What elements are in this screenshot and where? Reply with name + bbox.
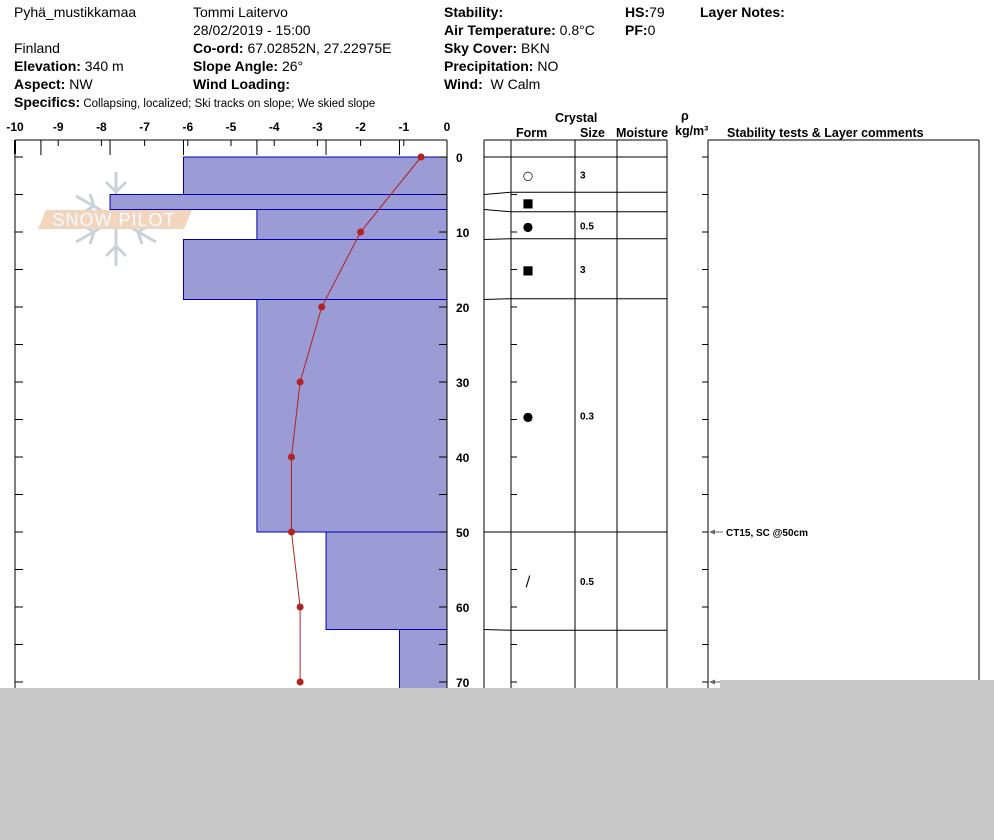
wind: Wind: W Calm <box>444 76 541 92</box>
layer-notes-label: Layer Notes: <box>700 4 785 20</box>
x-tick-label: -2 <box>355 120 366 134</box>
elevation: Elevation: 340 m <box>14 58 124 74</box>
y-tick-label: 60 <box>456 601 470 615</box>
crystal-size: 3 <box>580 265 586 276</box>
hardness-bar <box>182 156 448 195</box>
slope-angle: Slope Angle: 26° <box>193 58 304 74</box>
specifics: Specifics: Collapsing, localized; Ski tr… <box>14 94 376 110</box>
hardness-bar <box>256 209 448 240</box>
hardness-bar <box>256 299 448 533</box>
logo-text: SNOW PILOT <box>52 210 175 230</box>
header-comments: Stability tests & Layer comments <box>727 126 924 140</box>
crystal-form-filled-square-icon: ■ <box>522 263 533 277</box>
layer-connector-line <box>483 298 512 300</box>
x-tick-label: -5 <box>226 120 237 134</box>
crystal-size: 0.3 <box>580 411 594 422</box>
penetration-foot: PF:0 <box>625 22 656 38</box>
sky-cover: Sky Cover: BKN <box>444 40 550 56</box>
crystal-form-filled-circle-icon: ● <box>523 409 533 423</box>
header-crystal: Crystal <box>555 111 597 125</box>
x-tick-label: -10 <box>6 120 24 134</box>
hardness-bar <box>325 531 448 630</box>
header-rho: ρ <box>681 109 689 123</box>
layer-connector-line <box>483 238 512 240</box>
x-tick-label: 0 <box>444 120 451 134</box>
air-temperature: Air Temperature: 0.8°C <box>444 22 595 38</box>
comment-arrow-icon <box>709 679 715 685</box>
header-density-unit: kg/m³ <box>675 124 708 138</box>
crystal-form-filled-square-icon: ■ <box>522 196 533 210</box>
x-tick-label: -1 <box>398 120 409 134</box>
coordinates: Co-ord: 67.02852N, 27.22975E <box>193 40 392 56</box>
layer-connector-line <box>483 629 512 631</box>
snow-height: HS:79 <box>625 4 665 20</box>
y-tick-label: 30 <box>456 376 470 390</box>
x-tick-label: -8 <box>96 120 107 134</box>
x-tick-label: -4 <box>269 120 280 134</box>
aspect: Aspect: NW <box>14 76 93 92</box>
crystal-size: 0.5 <box>580 577 594 588</box>
crystal-form-open-circle-icon: ○ <box>523 169 533 183</box>
temperature-line <box>290 156 422 682</box>
snowpilot-logo: SNOW PILOT <box>38 172 192 266</box>
x-tick-label: -3 <box>312 120 323 134</box>
crystal-form-filled-circle-icon: ● <box>523 219 533 233</box>
y-tick-label: 70 <box>456 676 470 690</box>
x-tick-label: -6 <box>182 120 193 134</box>
temperature-point <box>357 228 365 236</box>
crystal-size: 3 <box>580 171 586 182</box>
header-moisture: Moisture <box>616 126 668 140</box>
temperature-point <box>417 153 425 161</box>
temperature-point <box>296 678 304 686</box>
x-tick-label: -9 <box>53 120 64 134</box>
x-tick-label: -7 <box>139 120 150 134</box>
precipitation: Precipitation: NO <box>444 58 559 74</box>
y-tick-label: 40 <box>456 451 470 465</box>
crystal-form-slash-icon: / <box>526 574 531 590</box>
layer-connector-line <box>483 209 512 213</box>
temperature-point <box>287 453 295 461</box>
temperature-point <box>287 528 295 536</box>
temperature-point <box>296 378 304 386</box>
observer: Tommi Laitervo <box>193 4 288 20</box>
gray-overlay <box>0 688 994 840</box>
datetime: 28/02/2019 - 15:00 <box>193 22 311 38</box>
layer-connector-line <box>483 191 512 195</box>
location: Pyhä_mustikkamaa <box>14 4 137 20</box>
comment-arrow-icon <box>709 529 715 535</box>
header-form: Form <box>516 126 547 140</box>
crystal-size: 0.5 <box>580 221 594 232</box>
y-tick-label: 10 <box>456 226 470 240</box>
temperature-point <box>318 303 326 311</box>
layer-comment: CT15, SC @50cm <box>726 528 808 539</box>
temperature-point <box>296 603 304 611</box>
wind-loading: Wind Loading: <box>193 76 291 92</box>
y-tick-label: 20 <box>456 301 470 315</box>
gray-overlay-right <box>720 680 994 690</box>
header-size: Size <box>580 126 605 140</box>
stability: Stability: <box>444 4 504 20</box>
y-tick-label: 50 <box>456 526 470 540</box>
y-tick-label: 0 <box>456 151 463 165</box>
country: Finland <box>14 40 60 56</box>
hardness-bar <box>182 239 448 300</box>
logo-banner <box>38 210 192 229</box>
hardness-bar <box>109 194 448 210</box>
